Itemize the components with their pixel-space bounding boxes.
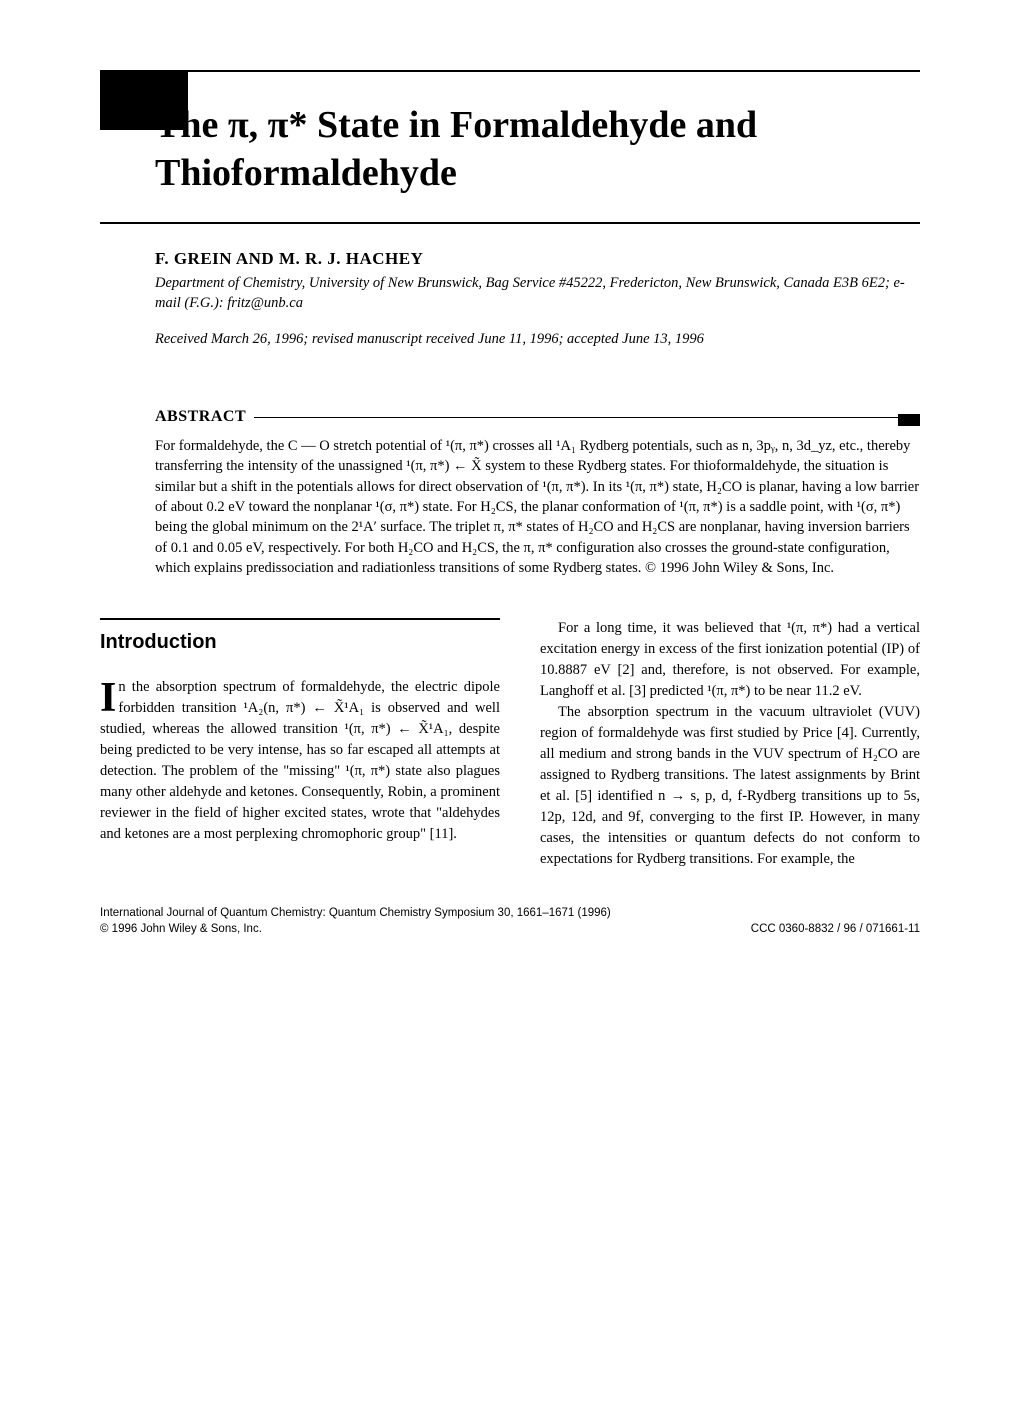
header-black-box (100, 70, 188, 130)
footer-copyright-row: © 1996 John Wiley & Sons, Inc. CCC 0360-… (100, 921, 920, 937)
affiliation: Department of Chemistry, University of N… (155, 274, 920, 313)
authors: F. GREIN AND M. R. J. HACHEY (155, 249, 920, 269)
article-title: The π, π* State in Formaldehyde and Thio… (155, 102, 920, 197)
intro-p1-text: n the absorption spectrum of formaldehyd… (100, 679, 500, 842)
abstract-label: ABSTRACT (155, 408, 246, 426)
column-left: Introduction In the absorption spectrum … (100, 618, 500, 870)
footer-copyright: © 1996 John Wiley & Sons, Inc. (100, 921, 262, 937)
page-footer: International Journal of Quantum Chemist… (100, 905, 920, 937)
body-columns: Introduction In the absorption spectrum … (100, 618, 920, 870)
column-right: For a long time, it was believed that ¹(… (540, 618, 920, 870)
abstract-body: For formaldehyde, the C — O stretch pote… (155, 436, 920, 578)
section-title: Introduction (100, 628, 500, 657)
abstract-header: ABSTRACT (100, 408, 920, 426)
footer-ccc: CCC 0360-8832 / 96 / 071661-11 (751, 921, 920, 937)
intro-paragraph-3: The absorption spectrum in the vacuum ul… (540, 702, 920, 870)
footer-journal: International Journal of Quantum Chemist… (100, 905, 920, 921)
intro-paragraph-1: In the absorption spectrum of formaldehy… (100, 677, 500, 845)
intro-paragraph-2: For a long time, it was believed that ¹(… (540, 618, 920, 702)
section-rule (100, 618, 500, 620)
dropcap: I (100, 677, 118, 717)
abstract-rule (254, 417, 898, 418)
top-horizontal-rule (100, 70, 920, 72)
manuscript-dates: Received March 26, 1996; revised manuscr… (155, 331, 920, 348)
abstract-end-marker (898, 414, 920, 426)
title-rule (100, 222, 920, 224)
